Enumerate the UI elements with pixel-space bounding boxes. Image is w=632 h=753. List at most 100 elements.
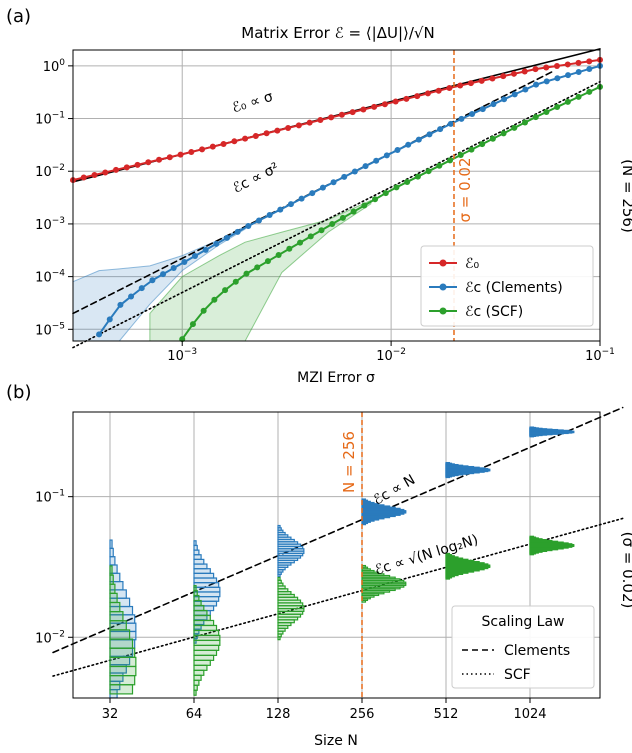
- data-point: [447, 157, 454, 164]
- hist-bar: [277, 576, 281, 581]
- hist-bar: [193, 544, 198, 551]
- hist-bar: [193, 594, 200, 602]
- hist-bar: [193, 644, 220, 651]
- data-point: [245, 223, 252, 230]
- panel-b-ticks: 32 64 128 256 512 1024 10−1 10−2: [35, 489, 546, 722]
- hist-bar: [193, 582, 220, 588]
- data-point: [349, 109, 356, 116]
- data-point: [532, 114, 539, 121]
- panel-b-legend: Scaling Law Clements SCF: [451, 605, 595, 689]
- data-point: [252, 132, 259, 139]
- hist-bar: [193, 619, 215, 627]
- histogram-clements-1024: [529, 426, 575, 438]
- y-tick-label-2: 10−2: [35, 163, 65, 180]
- data-point: [266, 212, 273, 219]
- data-point: [479, 106, 486, 113]
- data-point: [286, 245, 293, 252]
- data-point: [362, 163, 369, 170]
- legend-marker: [439, 259, 447, 267]
- data-point: [263, 130, 270, 137]
- data-point: [393, 184, 400, 191]
- data-point: [436, 162, 443, 169]
- data-point: [447, 120, 454, 127]
- histogram-clements-512: [445, 461, 491, 479]
- data-point: [255, 217, 262, 224]
- series-line-0: [72, 58, 601, 182]
- data-point: [564, 98, 571, 105]
- data-point: [243, 270, 250, 277]
- histogram-scf-1024: [529, 535, 575, 556]
- y-tick-label-1: 10−2: [35, 629, 65, 646]
- data-point: [414, 173, 421, 180]
- data-point: [209, 143, 216, 150]
- data-point: [479, 141, 486, 148]
- legend-label-2: ℰc (SCF): [465, 304, 523, 320]
- hist-bar: [109, 611, 124, 622]
- data-point: [117, 301, 124, 308]
- data-point: [264, 258, 271, 265]
- data-point: [425, 168, 432, 175]
- data-point: [457, 152, 464, 159]
- legend-label-1: ℰc (Clements): [465, 280, 563, 296]
- hist-bar: [193, 586, 221, 593]
- legend-label-1: SCF: [504, 667, 531, 683]
- data-point: [232, 278, 239, 285]
- hist-bar: [193, 540, 197, 547]
- data-point: [522, 86, 529, 93]
- legend-box: [451, 605, 595, 689]
- data-point: [543, 64, 550, 71]
- x-tick-label-128: 128: [266, 707, 291, 722]
- data-point: [553, 62, 560, 69]
- hist-bar: [193, 568, 211, 574]
- hist-bar: [109, 620, 127, 631]
- data-point: [543, 108, 550, 115]
- hist-bar: [361, 498, 367, 501]
- hist-bar: [193, 589, 198, 597]
- data-point: [511, 124, 518, 131]
- data-point: [501, 96, 508, 103]
- data-point: [382, 190, 389, 197]
- data-point: [405, 141, 412, 148]
- data-point: [575, 69, 582, 76]
- x-tick-label-2: 10−1: [585, 347, 615, 364]
- data-point: [156, 156, 163, 163]
- panel-a-legend: ℰ₀ ℰc (Clements) ℰc (SCF): [420, 245, 594, 327]
- hist-bar: [193, 549, 200, 556]
- n-vline-label: N = 256: [340, 431, 358, 493]
- data-point: [234, 228, 241, 235]
- data-point: [394, 147, 401, 154]
- hist-bar: [193, 679, 200, 686]
- hist-bar: [109, 638, 134, 649]
- data-point: [586, 88, 593, 95]
- data-point: [467, 80, 474, 87]
- data-point: [469, 110, 476, 117]
- fit-line-dashed: [52, 406, 624, 654]
- data-point: [211, 296, 218, 303]
- data-point: [319, 184, 326, 191]
- panel-a-bands: [72, 199, 372, 342]
- panel-b-frame: [72, 411, 601, 699]
- data-point: [200, 307, 207, 314]
- data-point: [166, 154, 173, 161]
- histogram-clements-128: [277, 524, 305, 578]
- x-tick-label-0: 10−3: [167, 347, 197, 364]
- histogram-scf-64: [193, 584, 221, 696]
- data-point: [275, 251, 282, 258]
- fit-line-dotted: [52, 517, 624, 677]
- data-point: [306, 119, 313, 126]
- panel-b-label: (b): [6, 382, 31, 403]
- data-point: [96, 331, 103, 338]
- legend-label-0: ℰ₀: [465, 256, 479, 272]
- hist-bar: [193, 577, 218, 584]
- data-point: [414, 93, 421, 100]
- data-point: [415, 136, 422, 143]
- y-tick-label-5: 10−5: [35, 321, 65, 338]
- hist-bar: [445, 552, 451, 556]
- hist-bar: [193, 599, 202, 607]
- hist-bar: [445, 461, 451, 465]
- data-point: [274, 127, 281, 134]
- hist-bar: [109, 574, 114, 585]
- panel-b-side-label: (σ = 0.02): [619, 532, 632, 609]
- data-point: [426, 131, 433, 138]
